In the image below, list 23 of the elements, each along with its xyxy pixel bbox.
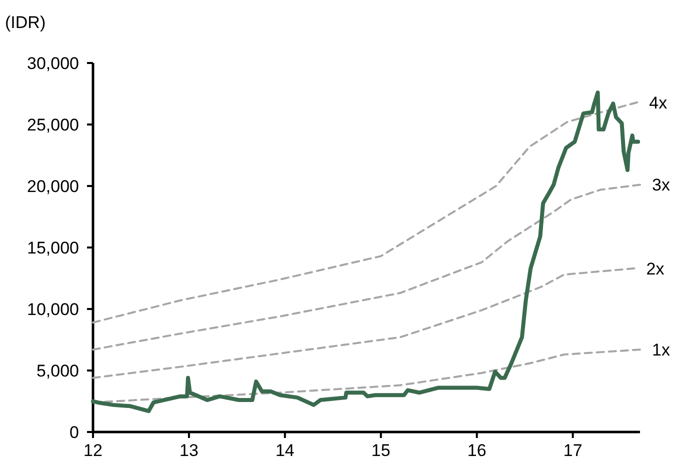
line-series (92, 267, 636, 379)
y-tick-label: 15,000 (27, 238, 79, 258)
x-tick-label: 16 (467, 441, 486, 460)
x-tick-label: 14 (275, 441, 294, 460)
y-tick-label: 5,000 (36, 361, 79, 380)
y-tick-label: 20,000 (27, 176, 79, 196)
y-tick-label: 30,000 (27, 54, 79, 73)
series-label: 2x (646, 259, 665, 278)
series-label: 3x (652, 176, 670, 195)
x-tick-label: 17 (563, 441, 582, 460)
line-series (91, 90, 640, 414)
y-axis-title: (IDR) (5, 13, 46, 32)
x-tick-label: 15 (371, 441, 390, 460)
x-tick-label: 13 (180, 441, 198, 460)
line-series (92, 348, 641, 404)
y-tick-label: 0 (70, 422, 79, 442)
line-series (92, 101, 638, 324)
y-tick-label: 25,000 (27, 115, 79, 134)
series-label: 4x (649, 93, 668, 112)
y-tick-label: 10,000 (27, 300, 79, 319)
line-series (92, 184, 641, 351)
series-label: 1x (652, 340, 670, 360)
x-tick-label: 12 (84, 441, 102, 460)
